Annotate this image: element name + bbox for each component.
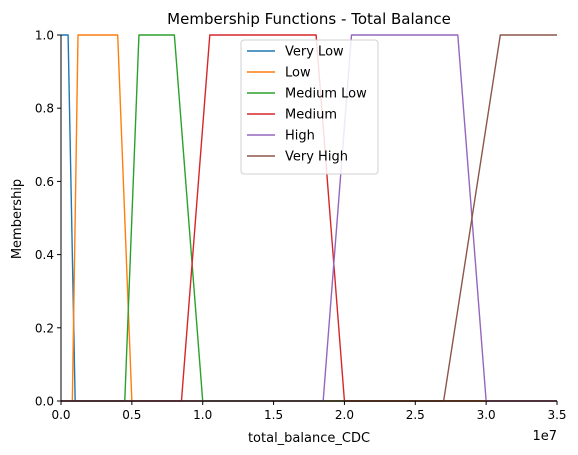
legend-label: Very Low [285, 45, 344, 60]
x-tick-label: 0.0 [51, 408, 70, 422]
axes-layer [60, 35, 557, 402]
x-tick-label: 1.5 [264, 408, 283, 422]
y-tick-label: 1.0 [35, 29, 54, 43]
y-tick-label: 0.6 [35, 175, 54, 189]
legend-label: Medium Low [285, 87, 367, 102]
legend-label: Very High [285, 150, 348, 165]
ticks-layer: 0.0 0.5 1.0 1.5 2.0 2.5 3.0 3.5 0.0 0.2 0.4 0.6 0.8 1… [35, 29, 567, 423]
chart-title: Membership Functions - Total Balance [167, 10, 451, 28]
legend-box [240, 39, 379, 175]
x-tick-label: 2.0 [335, 408, 354, 422]
x-tick-label: 1.0 [193, 408, 212, 422]
legend-label: Low [285, 66, 311, 81]
y-tick-label: 0.4 [35, 248, 54, 262]
x-tick-label: 3.0 [477, 408, 496, 422]
x-axis-label: total_balance_CDC [248, 431, 370, 446]
x-tick-label: 0.5 [122, 408, 141, 422]
legend-label: High [285, 129, 315, 144]
x-tick-label: 3.5 [547, 408, 566, 422]
y-axis-label: Membership [10, 179, 25, 259]
y-tick-label: 0.8 [35, 102, 54, 116]
x-tick-label: 2.5 [406, 408, 425, 422]
y-tick-label: 0.2 [35, 321, 54, 335]
x-axis-offset-label: 1e7 [532, 429, 557, 444]
legend-label: Medium [285, 108, 337, 123]
legend: Very Low Low Medium Low Medium High Very High [240, 39, 379, 175]
y-tick-label: 0.0 [35, 395, 54, 409]
